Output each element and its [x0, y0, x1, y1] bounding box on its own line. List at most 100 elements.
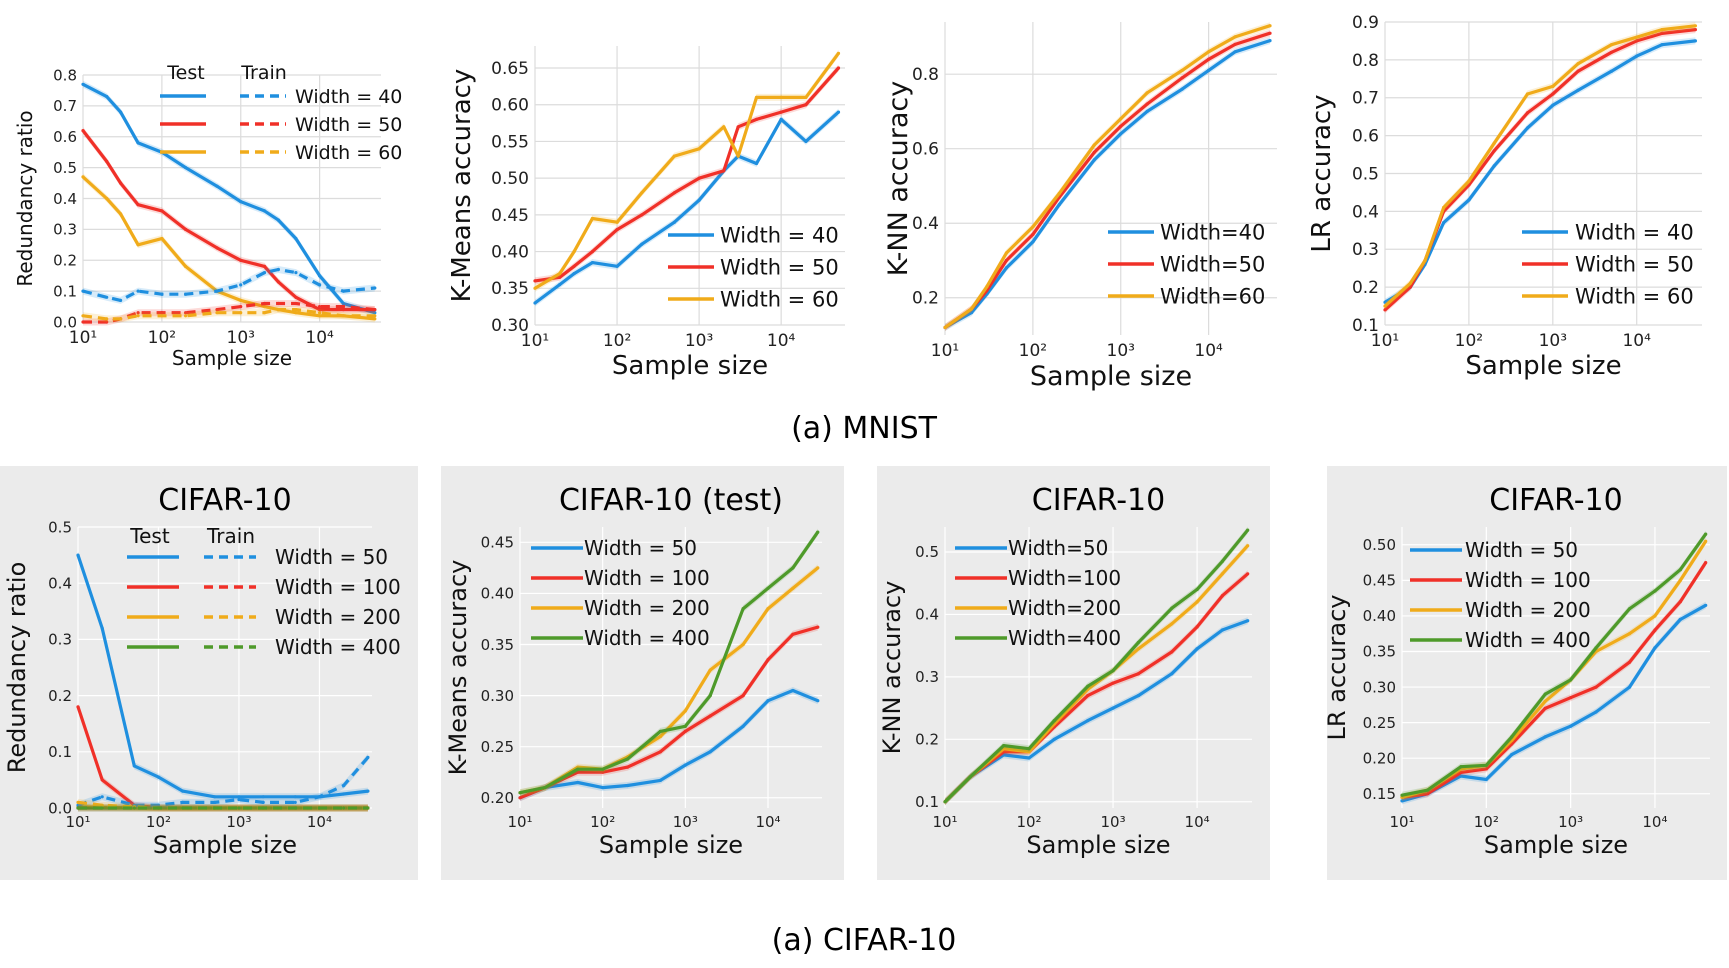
- legend-header: Train: [206, 524, 255, 548]
- data-point: [1220, 572, 1224, 576]
- data-point: [1268, 31, 1272, 35]
- x-tick-label: 10³: [1107, 341, 1135, 361]
- data-point: [237, 798, 241, 802]
- y-tick-label: 0.65: [491, 59, 529, 79]
- plot-area: [1402, 527, 1710, 808]
- legend-label: Width=50: [1160, 253, 1265, 277]
- y-tick-label: 0.20: [481, 789, 514, 807]
- data-point: [1551, 103, 1555, 107]
- data-point: [342, 792, 346, 796]
- series-line: [82, 82, 376, 315]
- data-point: [293, 800, 297, 805]
- data-point: [1031, 232, 1035, 236]
- y-tick-label: 0.40: [491, 243, 529, 263]
- y-axis-label: K-NN accuracy: [878, 581, 906, 755]
- y-tick-label: 0.1: [53, 282, 77, 300]
- data-point: [1408, 281, 1412, 285]
- data-point: [626, 757, 630, 761]
- data-point: [615, 220, 619, 224]
- x-tick-label: 10⁴: [305, 328, 334, 348]
- series-line: [943, 619, 1249, 803]
- data-point: [1627, 660, 1632, 664]
- data-point: [1510, 735, 1514, 739]
- data-point: [1569, 724, 1573, 728]
- y-tick-label: 0.6: [53, 128, 77, 146]
- y-tick-label: 0.3: [915, 668, 939, 686]
- data-point: [276, 218, 280, 222]
- data-point: [697, 147, 701, 151]
- data-point: [136, 311, 140, 315]
- data-point: [1052, 737, 1056, 741]
- data-point: [601, 770, 605, 774]
- data-point: [804, 103, 808, 107]
- data-point: [1220, 594, 1224, 598]
- data-point: [341, 289, 345, 293]
- y-tick-label: 0.8: [1352, 51, 1379, 71]
- y-tick-label: 0.7: [53, 97, 77, 115]
- data-point: [816, 699, 820, 703]
- data-point: [1170, 672, 1174, 676]
- data-point: [640, 213, 644, 217]
- data-point: [100, 803, 104, 807]
- y-tick-label: 0.4: [912, 214, 939, 234]
- data-point: [76, 553, 80, 557]
- data-point: [239, 311, 243, 315]
- data-point: [1609, 43, 1614, 47]
- data-point: [156, 803, 161, 807]
- data-point: [261, 806, 265, 810]
- y-tick-label: 0.45: [1363, 572, 1396, 590]
- confidence-band: [535, 64, 839, 285]
- x-tick-label: 10¹: [65, 813, 90, 831]
- data-point: [76, 806, 80, 810]
- data-point: [836, 66, 841, 70]
- data-point: [558, 272, 562, 276]
- data-point: [1594, 646, 1598, 650]
- x-tick-label: 10⁴: [1642, 813, 1667, 831]
- y-tick-label: 0.15: [1363, 785, 1396, 803]
- data-point: [1145, 102, 1149, 106]
- data-point: [276, 267, 280, 272]
- plot-area: [78, 527, 372, 808]
- y-tick-label: 0.1: [48, 743, 72, 761]
- data-point: [261, 795, 265, 799]
- data-point: [1525, 111, 1530, 115]
- data-point: [341, 308, 345, 312]
- data-point: [708, 668, 712, 672]
- data-point: [1609, 50, 1614, 54]
- series-line: [1401, 533, 1708, 797]
- data-point: [341, 305, 345, 309]
- data-point: [160, 292, 164, 296]
- data-point: [1233, 50, 1237, 54]
- data-point: [1704, 539, 1708, 543]
- data-point: [1031, 225, 1035, 229]
- y-axis-label: Redundancy ratio: [13, 110, 37, 286]
- data-point: [1627, 632, 1632, 636]
- data-point: [119, 212, 123, 216]
- data-point: [1004, 258, 1009, 263]
- data-point: [736, 154, 740, 158]
- data-point: [1180, 87, 1184, 91]
- data-point: [969, 311, 974, 315]
- data-point: [1576, 69, 1580, 73]
- data-point: [1145, 109, 1149, 113]
- y-tick-label: 0.25: [1363, 714, 1396, 732]
- x-tick-label: 10¹: [1371, 331, 1399, 351]
- y-tick-label: 0.35: [491, 279, 529, 299]
- data-point: [213, 806, 217, 810]
- x-tick-label: 10²: [1474, 813, 1499, 831]
- y-tick-label: 0.8: [912, 65, 939, 85]
- data-point: [1660, 43, 1664, 47]
- x-tick-label: 10⁴: [307, 813, 332, 831]
- data-point: [136, 314, 140, 318]
- confidence-band: [83, 300, 375, 326]
- data-point: [590, 261, 595, 265]
- data-point: [1704, 532, 1708, 536]
- x-axis-label: Sample size: [599, 831, 743, 859]
- chart-7: 0.1 0.2 0.3 0.4 0.5 10¹ 10² 10³ 10⁴ Sample size K-…: [878, 483, 1252, 859]
- data-point: [766, 699, 770, 703]
- data-point: [136, 243, 140, 247]
- data-point: [1092, 158, 1096, 162]
- data-point: [276, 308, 280, 312]
- series-line: [1401, 561, 1708, 799]
- data-point: [294, 308, 298, 312]
